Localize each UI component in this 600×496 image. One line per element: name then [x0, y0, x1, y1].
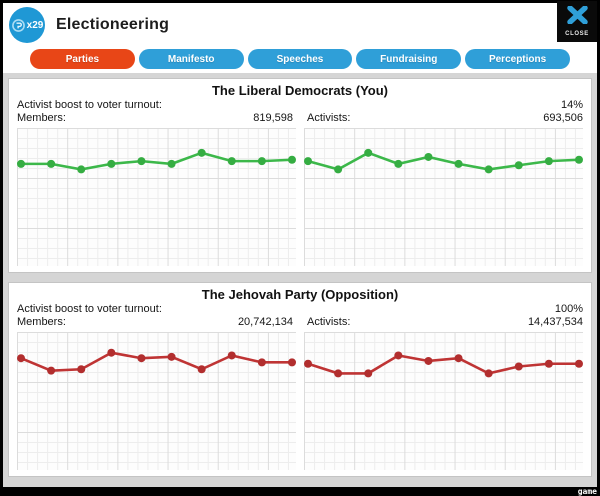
activists-trend-chart: [304, 128, 583, 266]
activists-label: Activists:: [307, 316, 351, 328]
tab-bar: Parties Manifesto Speeches Fundraising P…: [3, 49, 597, 69]
boost-value: 14%: [560, 99, 583, 111]
activists-value: 693,506: [543, 112, 583, 124]
badge-count: x29: [26, 19, 44, 31]
activists-trend-chart: [304, 332, 583, 470]
boost-label: Activist boost to voter turnout:: [17, 303, 162, 315]
activists-label: Activists:: [307, 112, 351, 124]
electioneering-window: x29 Electioneering CLOSE Parties Manifes…: [3, 1, 597, 487]
player-party-panel: The Liberal Democrats (You) Activist boo…: [8, 78, 592, 273]
close-button[interactable]: CLOSE: [557, 1, 597, 42]
close-button-label: CLOSE: [565, 31, 589, 37]
opposition-party-panel: The Jehovah Party (Opposition) Activist …: [8, 282, 592, 477]
speech-bubble-icon: [11, 18, 26, 33]
tab-manifesto[interactable]: Manifesto: [138, 49, 244, 69]
members-trend-chart: [17, 332, 296, 470]
members-label: Members:: [17, 316, 66, 328]
members-label: Members:: [17, 112, 66, 124]
tab-perceptions[interactable]: Perceptions: [465, 49, 570, 69]
tab-parties[interactable]: Parties: [30, 49, 135, 69]
window-header: x29 Electioneering CLOSE Parties Manifes…: [3, 1, 597, 73]
close-icon: [566, 5, 588, 29]
boost-value: 100%: [554, 303, 583, 315]
members-value: 819,598: [253, 112, 293, 124]
boost-label: Activist boost to voter turnout:: [17, 99, 162, 111]
members-value: 20,742,134: [237, 316, 293, 328]
party-title: The Liberal Democrats (You): [211, 83, 388, 98]
electioneering-badge: x29: [9, 7, 45, 43]
members-trend-chart: [17, 128, 296, 266]
tab-speeches[interactable]: Speeches: [247, 49, 353, 69]
page-title: Electioneering: [56, 16, 170, 33]
parties-content: The Liberal Democrats (You) Activist boo…: [3, 73, 597, 482]
party-title: The Jehovah Party (Opposition): [201, 287, 399, 302]
watermark-bar: game: [0, 487, 600, 496]
activists-value: 14,437,534: [527, 316, 583, 328]
watermark-text: game: [577, 487, 597, 496]
tab-fundraising[interactable]: Fundraising: [356, 49, 462, 69]
